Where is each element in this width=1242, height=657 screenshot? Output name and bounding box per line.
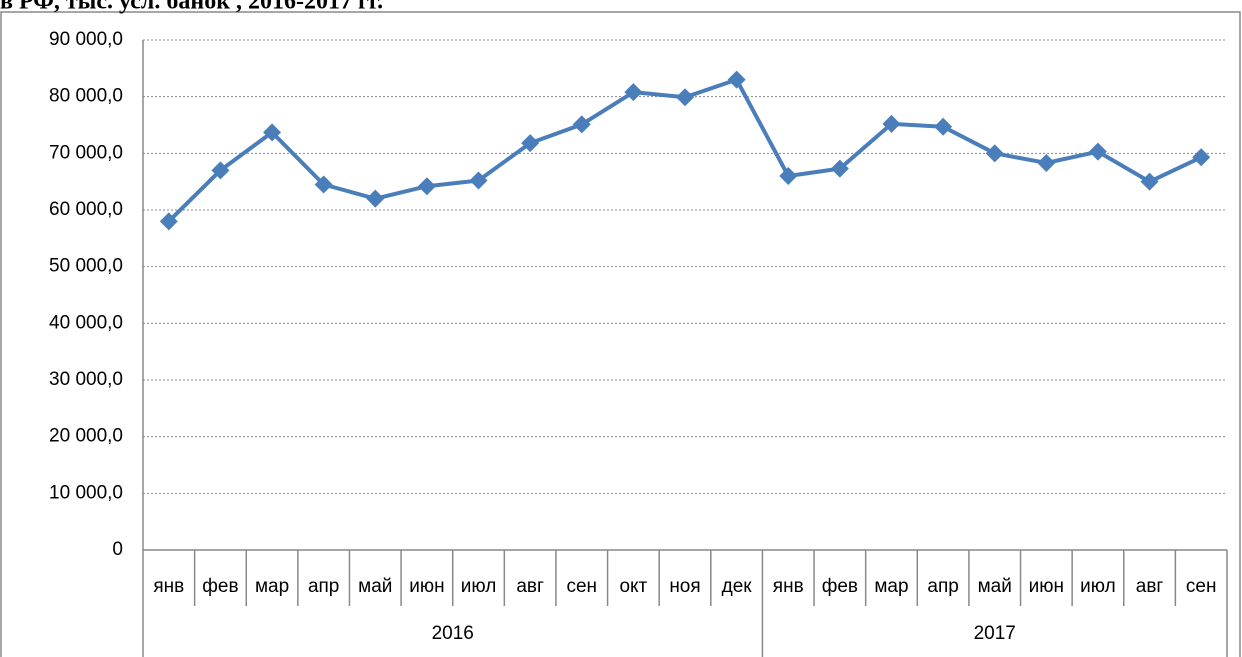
y-tick-label: 20 000,0: [49, 426, 123, 447]
marker: [469, 171, 488, 190]
x-tick-label: апр: [308, 576, 339, 597]
x-tick-label: май: [358, 576, 392, 597]
chart-frame: [0, 11, 1241, 657]
marker: [521, 134, 540, 153]
marker: [1037, 153, 1056, 172]
x-tick-label: мар: [874, 576, 908, 597]
y-tick-label: 70 000,0: [49, 142, 123, 163]
y-tick-label: 10 000,0: [49, 482, 123, 503]
chart-title: в РФ, тыс. усл. банок , 2016-2017 гг.: [0, 0, 383, 15]
x-tick-label: июн: [1029, 576, 1064, 597]
y-tick-label: 60 000,0: [49, 199, 123, 220]
x-tick-label: янв: [153, 576, 184, 597]
marker: [779, 167, 798, 185]
x-tick-label: янв: [773, 576, 804, 597]
x-tick-label: фев: [202, 576, 238, 597]
marker: [934, 117, 953, 136]
y-tick-label: 40 000,0: [49, 312, 123, 333]
marker: [366, 189, 385, 208]
y-tick-label: 80 000,0: [49, 86, 123, 107]
marker: [676, 88, 694, 107]
marker: [882, 114, 901, 133]
x-tick-label: апр: [927, 576, 958, 597]
marker: [572, 115, 591, 134]
group-label: 2016: [432, 623, 474, 644]
x-tick-label: сен: [1186, 576, 1217, 597]
x-tick-label: окт: [619, 576, 647, 597]
x-tick-label: мар: [255, 576, 289, 597]
x-tick-label: ноя: [669, 576, 700, 597]
y-tick-label: 30 000,0: [49, 369, 123, 390]
x-tick-label: фев: [822, 576, 858, 597]
marker: [830, 159, 849, 178]
marker: [1140, 172, 1159, 191]
x-tick-label: авг: [1136, 576, 1164, 597]
marker: [1192, 148, 1211, 167]
marker: [211, 161, 230, 180]
marker: [263, 123, 282, 142]
marker: [314, 175, 333, 194]
y-tick-label: 90 000,0: [49, 29, 123, 50]
x-tick-label: июн: [409, 576, 444, 597]
marker: [624, 83, 643, 102]
marker: [417, 177, 436, 196]
x-tick-label: дек: [722, 576, 753, 597]
group-label: 2017: [974, 623, 1016, 644]
x-tick-label: сен: [566, 576, 597, 597]
marker: [1088, 142, 1107, 161]
x-tick-label: авг: [516, 576, 544, 597]
y-tick-label: 50 000,0: [49, 256, 123, 277]
y-tick-label: 0: [112, 539, 123, 560]
x-tick-label: июл: [1080, 576, 1116, 597]
marker: [159, 212, 178, 231]
x-tick-label: май: [978, 576, 1012, 597]
marker: [727, 70, 746, 89]
marker: [985, 144, 1004, 163]
x-tick-label: июл: [461, 576, 497, 597]
